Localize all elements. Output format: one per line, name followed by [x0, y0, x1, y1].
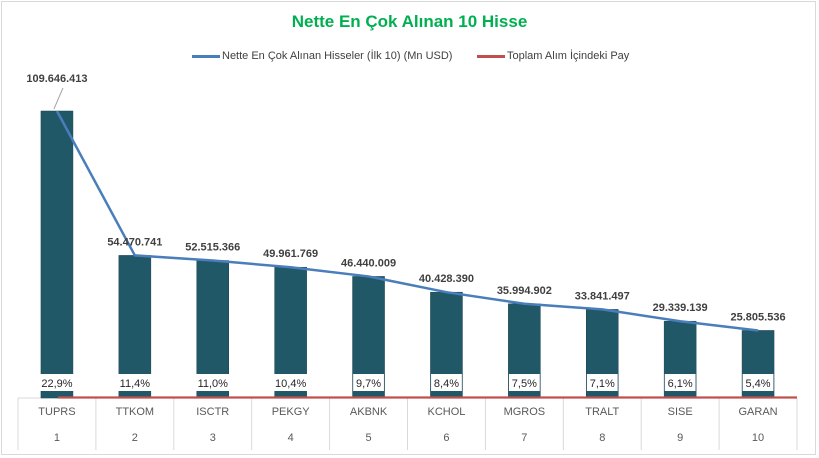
chart-title: Nette En Çok Alınan 10 Hisse	[291, 12, 528, 31]
x-tick-label: KCHOL	[427, 406, 465, 418]
x-rank-label: 6	[443, 432, 449, 444]
x-rank-label: 2	[132, 432, 138, 444]
legend-label: Nette En Çok Alınan Hisseler (İlk 10) (M…	[222, 50, 453, 62]
pct-label: 9,7%	[356, 378, 381, 390]
pct-label: 11,0%	[198, 378, 229, 390]
value-label: 33.841.497	[575, 290, 630, 302]
value-label: 35.994.902	[497, 285, 552, 297]
x-rank-label: 1	[54, 432, 60, 444]
x-tick-label: PEKGY	[272, 406, 311, 418]
value-label: 109.646.413	[26, 73, 87, 85]
legend-swatch-blue	[192, 54, 220, 58]
pct-label: 6,1%	[668, 378, 693, 390]
x-rank-label: 5	[365, 432, 371, 444]
x-rank-label: 9	[677, 432, 683, 444]
value-label: 40.428.390	[419, 273, 474, 285]
pct-label-box	[664, 374, 696, 391]
x-tick-label: SISE	[668, 406, 693, 418]
x-tick-label: GARAN	[738, 406, 777, 418]
x-rank-label: 8	[599, 432, 605, 444]
pct-label: 7,5%	[512, 378, 537, 390]
legend-swatch-red	[477, 54, 505, 58]
pct-label: 10,4%	[275, 378, 306, 390]
x-rank-label: 3	[210, 432, 216, 444]
value-label: 49.961.769	[263, 248, 318, 260]
pct-label: 22,9%	[41, 378, 72, 390]
pct-label-box	[586, 374, 618, 391]
pct-label-box	[353, 374, 384, 391]
x-tick-label: ISCTR	[196, 406, 229, 418]
x-rank-label: 10	[752, 432, 764, 444]
value-label: 46.440.009	[341, 257, 396, 269]
pct-label: 5,4%	[746, 378, 771, 390]
pct-label: 11,4%	[120, 378, 151, 390]
value-label: 54.470.741	[107, 236, 162, 248]
x-tick-label: TUPRS	[38, 406, 75, 418]
pct-label: 7,1%	[590, 378, 615, 390]
bar-tuprs	[40, 110, 74, 399]
x-tick-label: TRALT	[585, 406, 619, 418]
value-label: 52.515.366	[185, 242, 240, 254]
pct-label-box	[272, 374, 310, 391]
x-rank-label: 7	[521, 432, 527, 444]
x-tick-label: MGROS	[504, 406, 546, 418]
volume-line	[55, 110, 759, 332]
pct-label-box	[431, 374, 462, 391]
x-tick-label: TTKOM	[116, 406, 155, 418]
pct-label-box	[38, 374, 76, 391]
legend-label: Toplam Alım İçindeki Pay	[507, 50, 630, 62]
x-tick-label: AKBNK	[350, 406, 388, 418]
pct-label-box	[194, 374, 232, 391]
value-label: 25.805.536	[731, 311, 786, 323]
leader-line	[53, 87, 64, 110]
value-label: 29.339.139	[653, 302, 708, 314]
legend-item-share: Toplam Alım İçindeki Pay	[477, 50, 629, 62]
x-rank-label: 4	[288, 432, 294, 444]
pct-label-box	[116, 374, 154, 391]
pct-label-box	[742, 374, 774, 391]
legend-item-volume: Nette En Çok Alınan Hisseler (İlk 10) (M…	[192, 50, 452, 62]
pct-label-box	[508, 374, 540, 391]
pct-label: 8,4%	[434, 378, 459, 390]
